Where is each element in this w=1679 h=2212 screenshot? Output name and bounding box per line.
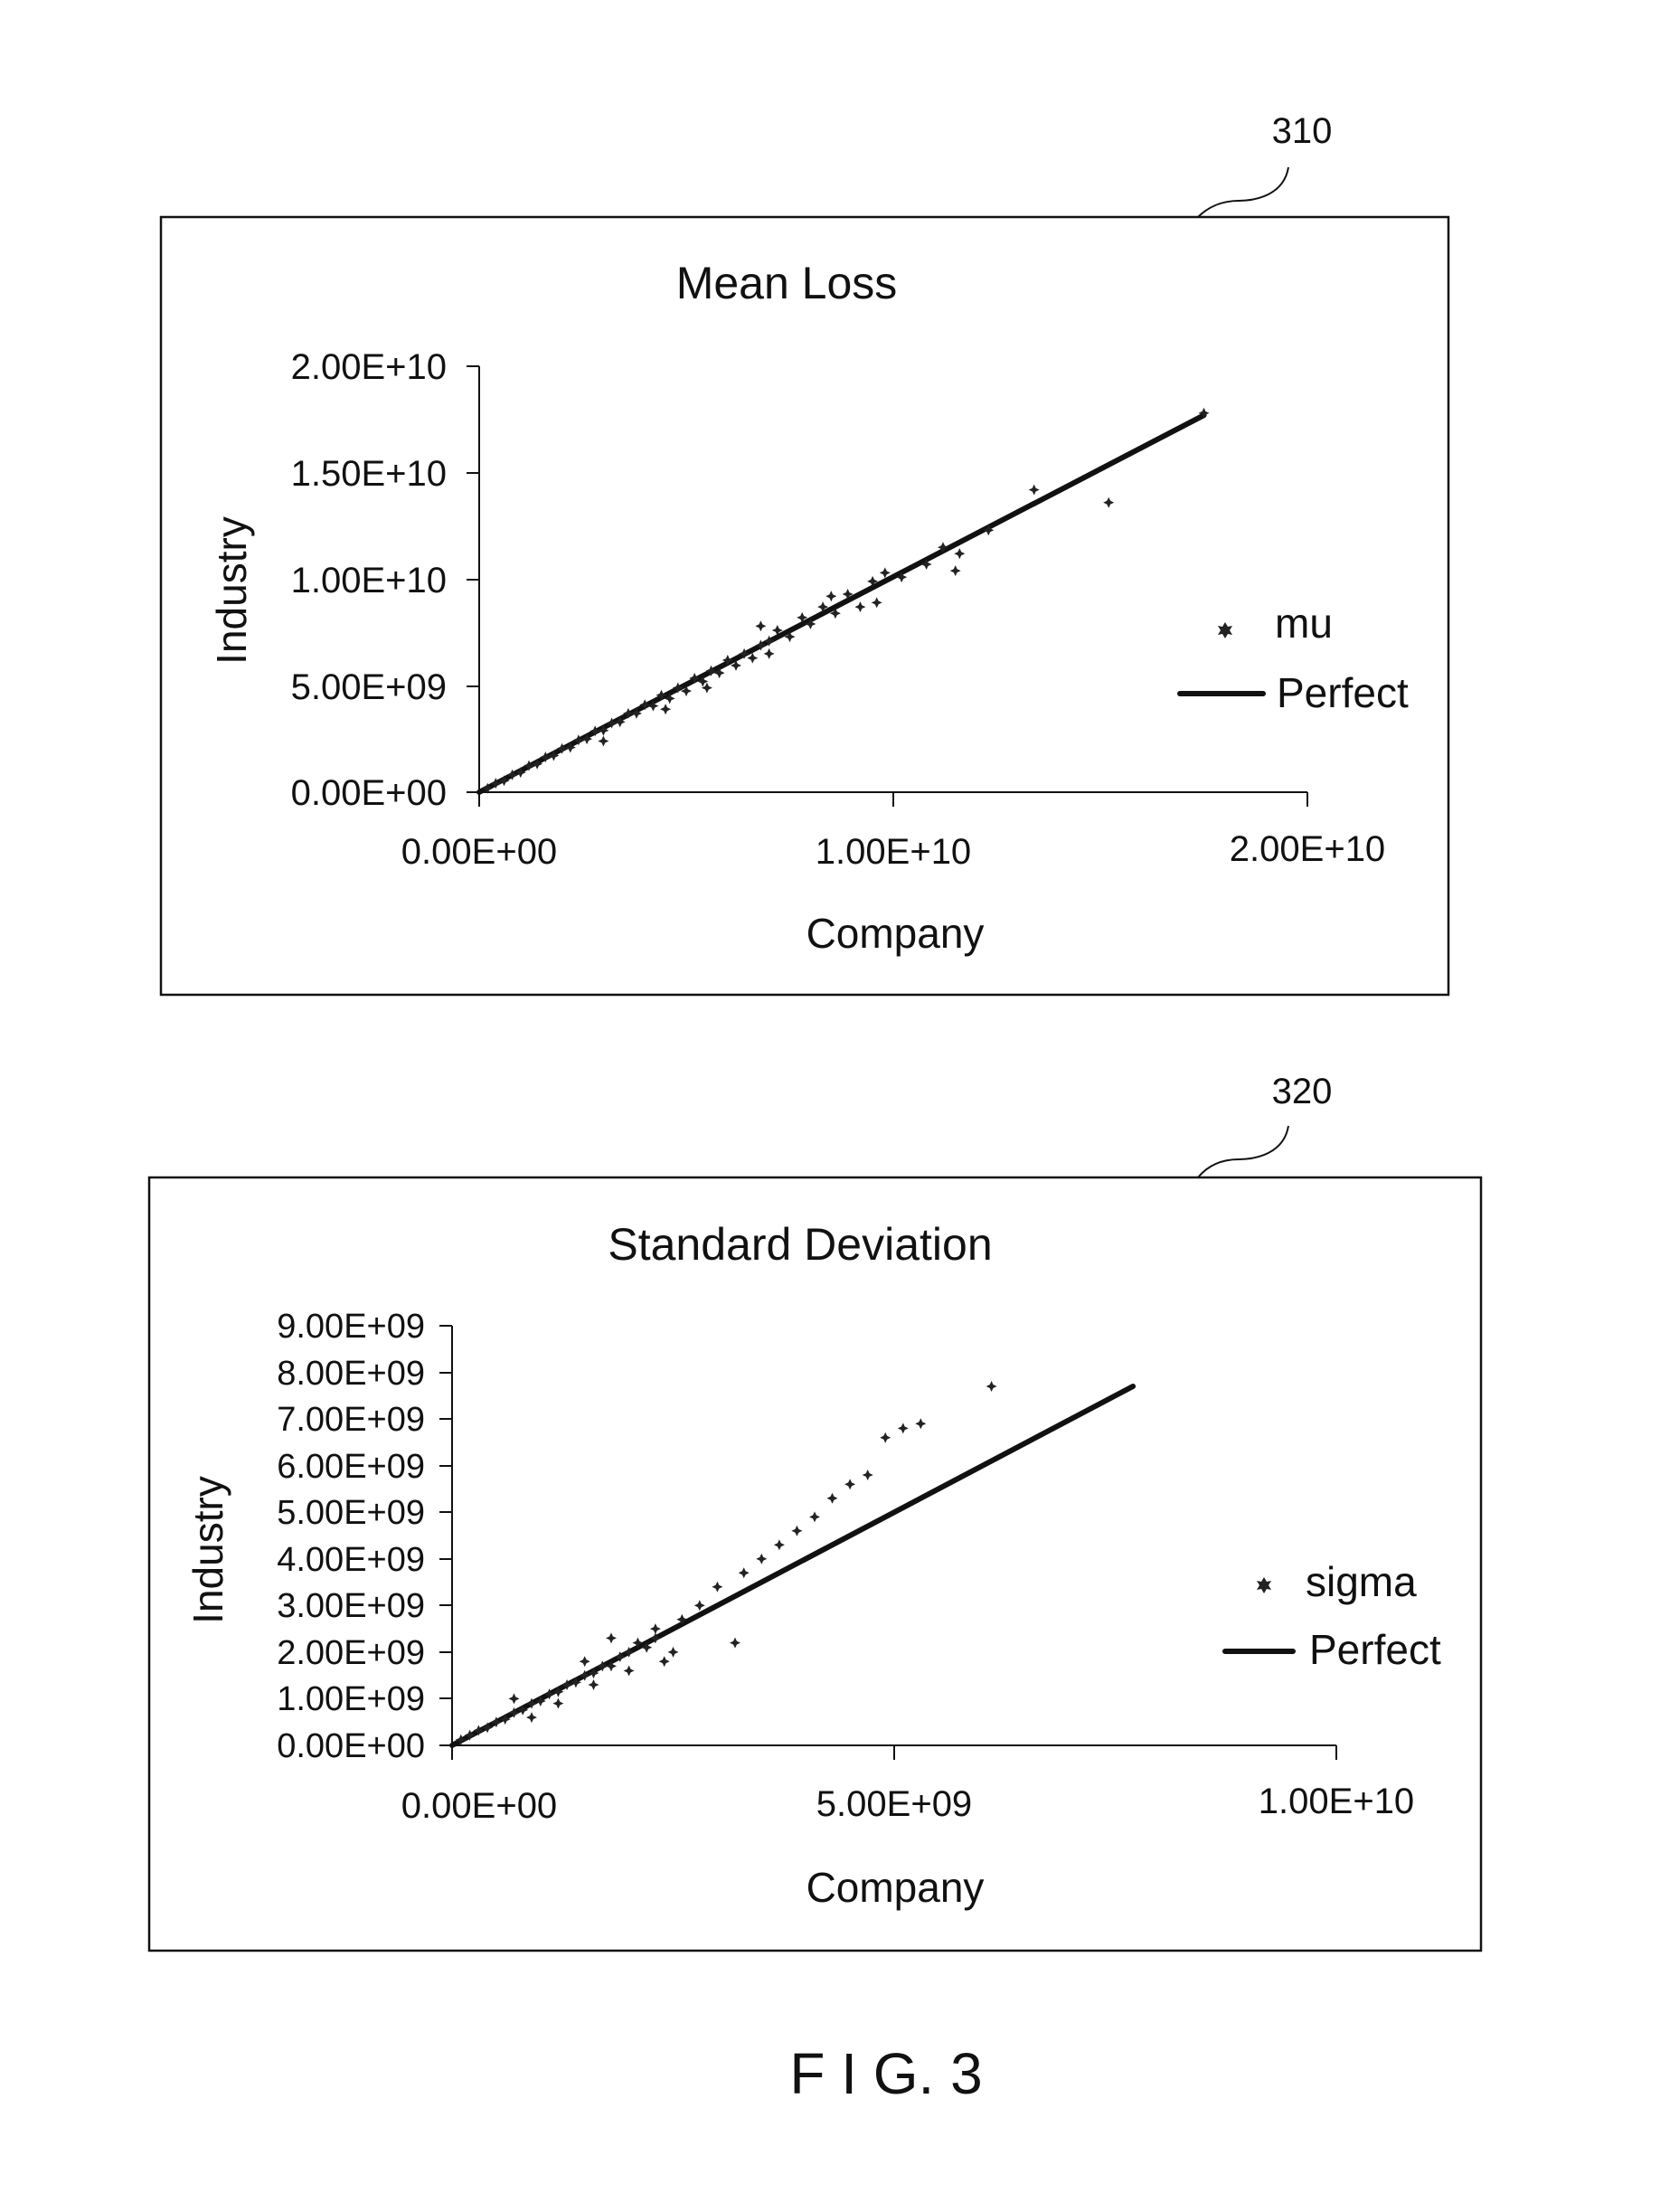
y-tick-label: 6.00E+09: [277, 1448, 425, 1486]
data-point: [598, 736, 608, 747]
ref-number-310: 310: [1272, 111, 1333, 151]
data-point: [756, 1554, 767, 1564]
y-tick-label: 1.00E+09: [277, 1680, 425, 1718]
y-axis-ticks: 0.00E+00 5.00E+09 1.00E+10 1.50E+10 2.00…: [291, 347, 479, 813]
y-tick-label: 4.00E+09: [277, 1541, 425, 1579]
y-tick-label: 1.00E+10: [291, 561, 447, 600]
y-tick-label: 5.00E+09: [277, 1494, 425, 1532]
legend-item-perfect: Perfect: [1180, 669, 1409, 716]
data-point: [509, 1693, 520, 1704]
y-tick-label: 7.00E+09: [277, 1401, 425, 1439]
data-point: [694, 1600, 705, 1611]
y-tick-label: 0.00E+00: [277, 1727, 425, 1765]
plot-area: [452, 1381, 1133, 1745]
data-point: [844, 1479, 855, 1489]
data-point: [950, 565, 961, 576]
figure-caption: F I G. 3: [789, 2041, 982, 2106]
y-tick-label: 0.00E+00: [291, 773, 447, 813]
data-point: [755, 620, 766, 631]
legend-item-mu: mu: [1218, 600, 1333, 647]
perfect-fit-line: [479, 415, 1204, 792]
data-point: [872, 597, 882, 608]
chart-mean-loss: 310 Mean Loss Industry Company 0.00E+00 …: [161, 111, 1448, 995]
leader-line-320: [1198, 1126, 1288, 1177]
y-axis-ticks: 0.00E+00 1.00E+09 2.00E+09 3.00E+09 4.00…: [277, 1308, 452, 1765]
x-axis-label: Company: [806, 1864, 985, 1911]
legend-label: sigma: [1306, 1558, 1417, 1605]
data-point: [606, 1632, 617, 1643]
data-point: [659, 1656, 670, 1667]
figure-canvas: 310 Mean Loss Industry Company 0.00E+00 …: [0, 0, 1679, 2212]
data-point: [589, 1679, 599, 1690]
data-point: [854, 601, 865, 612]
legend-marker-star-icon: [1218, 622, 1232, 638]
x-tick-label: 2.00E+10: [1230, 829, 1385, 869]
data-point: [1103, 497, 1114, 508]
ref-number-320: 320: [1272, 1072, 1333, 1111]
data-point: [827, 1493, 838, 1504]
y-tick-label: 3.00E+09: [277, 1587, 425, 1625]
x-tick-label: 1.00E+10: [816, 832, 971, 872]
data-point: [730, 1638, 740, 1649]
y-tick-label: 5.00E+09: [291, 667, 447, 707]
data-point: [1029, 485, 1040, 496]
data-point: [660, 704, 671, 714]
y-tick-label: 2.00E+10: [291, 347, 447, 387]
legend-item-sigma: sigma: [1257, 1558, 1417, 1605]
data-point: [791, 1526, 802, 1536]
data-point: [863, 1470, 873, 1480]
x-axis-ticks: 0.00E+00 5.00E+09 1.00E+10: [401, 1745, 1414, 1826]
leader-line-310: [1198, 167, 1288, 217]
data-point: [880, 1432, 891, 1443]
x-tick-label: 0.00E+00: [401, 1786, 557, 1826]
data-point: [580, 1656, 590, 1667]
data-point: [668, 1647, 679, 1658]
data-point: [739, 1567, 750, 1578]
legend-label: Perfect: [1309, 1626, 1441, 1673]
data-point: [552, 1698, 563, 1709]
data-point: [898, 1423, 909, 1433]
legend-marker-star-icon: [1257, 1577, 1271, 1593]
legend: mu Perfect: [1180, 600, 1409, 716]
data-point: [774, 1539, 785, 1550]
y-tick-label: 8.00E+09: [277, 1355, 425, 1393]
y-axis-label: Industry: [184, 1476, 231, 1624]
x-tick-label: 0.00E+00: [401, 832, 557, 872]
data-point: [764, 648, 775, 659]
x-tick-label: 1.00E+10: [1259, 1782, 1414, 1821]
chart-standard-deviation: 320 Standard Deviation Industry Company …: [149, 1072, 1481, 1951]
y-tick-label: 1.50E+10: [291, 454, 447, 494]
x-tick-label: 5.00E+09: [816, 1784, 972, 1824]
legend: sigma Perfect: [1225, 1558, 1441, 1673]
legend-label: Perfect: [1277, 669, 1409, 716]
chart-title: Standard Deviation: [608, 1219, 992, 1270]
y-tick-label: 9.00E+09: [277, 1308, 425, 1346]
chart-title: Mean Loss: [676, 258, 898, 308]
data-point: [809, 1511, 820, 1522]
data-point: [624, 1666, 635, 1677]
legend-item-perfect: Perfect: [1225, 1626, 1441, 1673]
y-tick-label: 2.00E+09: [277, 1634, 425, 1672]
data-point: [526, 1712, 537, 1723]
data-point: [915, 1418, 926, 1429]
x-axis-label: Company: [806, 910, 985, 957]
data-point: [712, 1582, 722, 1593]
x-axis-ticks: 0.00E+00 1.00E+10 2.00E+10: [401, 792, 1385, 872]
y-axis-label: Industry: [208, 516, 255, 665]
plot-area: [479, 408, 1210, 794]
data-point: [650, 1623, 661, 1634]
data-point: [825, 591, 836, 601]
legend-label: mu: [1275, 600, 1333, 647]
chart-frame-310: [161, 217, 1448, 995]
data-point: [954, 548, 965, 559]
data-point: [986, 1381, 997, 1392]
